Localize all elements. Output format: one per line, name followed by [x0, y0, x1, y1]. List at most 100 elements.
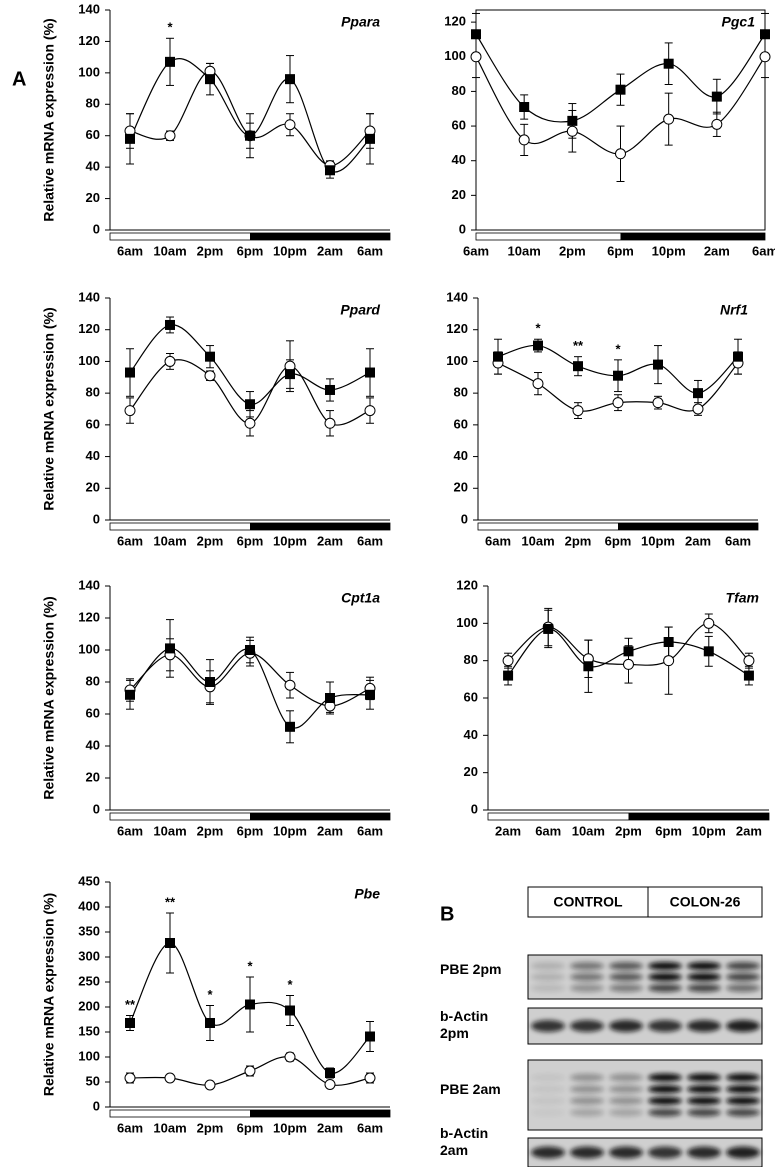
blot-band: [648, 1108, 682, 1117]
blot-band: [609, 962, 643, 970]
blot-row-label: b-Actin 2am: [440, 1125, 489, 1158]
chart-title: Ppara: [341, 14, 380, 30]
marker: [245, 399, 255, 410]
significance: *: [615, 341, 621, 356]
y-tick-label: 100: [444, 48, 466, 63]
x-tick-label: 6pm: [237, 243, 264, 258]
y-tick-label: 60: [454, 416, 468, 431]
x-tick-label: 2am: [495, 823, 521, 838]
marker: [532, 378, 544, 390]
blot-band: [570, 1146, 604, 1159]
marker: [164, 1072, 176, 1084]
x-tick-label: 10pm: [273, 1120, 307, 1135]
marker: [711, 118, 723, 130]
marker: [285, 369, 295, 380]
blot-band: [687, 1096, 721, 1105]
marker: [365, 689, 375, 700]
y-axis-label: Relative mRNA expression (%): [41, 596, 57, 799]
blot-band: [648, 984, 682, 992]
marker: [493, 351, 503, 362]
marker: [324, 1079, 336, 1090]
y-tick-label: 120: [446, 321, 468, 336]
marker: [692, 403, 704, 415]
x-tick-label: 6pm: [237, 533, 264, 548]
marker: [502, 655, 514, 667]
significance: *: [207, 987, 213, 1002]
y-tick-label: 200: [78, 998, 100, 1013]
y-tick-label: 80: [452, 83, 466, 98]
blot-band: [609, 1096, 643, 1105]
blot-band: [531, 1109, 565, 1117]
y-tick-label: 140: [78, 577, 100, 592]
x-tick-label: 10am: [572, 823, 605, 838]
y-axis-label: Relative mRNA expression (%): [41, 893, 57, 1096]
blot-band: [531, 1020, 565, 1032]
chart-title: Ppard: [340, 302, 380, 318]
blot-band: [648, 1073, 682, 1082]
y-tick-label: 50: [86, 1073, 100, 1088]
blot-band: [531, 962, 565, 970]
chart-title: Cpt1a: [341, 590, 380, 606]
dark-phase: [628, 813, 769, 820]
blot-band: [570, 1073, 604, 1082]
marker: [204, 370, 216, 382]
marker: [124, 1072, 136, 1084]
western-blot: [527, 954, 763, 1167]
marker: [164, 130, 176, 142]
y-tick-label: 40: [464, 727, 478, 742]
marker: [205, 351, 215, 362]
y-axis-label: Relative mRNA expression (%): [41, 18, 57, 221]
x-tick-label: 6am: [535, 823, 561, 838]
blot-band: [570, 1096, 604, 1105]
blot-band: [531, 1073, 565, 1082]
marker: [613, 370, 623, 381]
y-tick-label: 0: [93, 221, 100, 236]
blot-band: [687, 1020, 721, 1032]
x-tick-label: 2pm: [197, 1120, 224, 1135]
chart-title: Nrf1: [720, 302, 748, 318]
marker: [205, 74, 215, 85]
x-tick-label: 6pm: [237, 823, 264, 838]
dark-phase: [250, 523, 390, 530]
x-tick-label: 2am: [317, 533, 343, 548]
x-tick-label: 6am: [463, 243, 489, 258]
marker: [567, 115, 578, 126]
marker: [623, 658, 634, 670]
y-tick-label: 450: [78, 873, 100, 888]
marker: [663, 58, 674, 69]
marker: [653, 359, 663, 370]
x-tick-label: 6am: [117, 823, 143, 838]
marker: [471, 29, 481, 40]
marker: [543, 623, 554, 634]
x-tick-label: 6am: [357, 1120, 383, 1135]
panel-label: A: [12, 68, 26, 90]
marker: [285, 74, 295, 85]
y-tick-label: 100: [446, 353, 468, 368]
y-tick-label: 0: [459, 221, 466, 236]
blot-band: [687, 962, 721, 970]
significance: *: [287, 977, 293, 992]
dark-phase: [250, 1110, 390, 1117]
x-tick-label: 2am: [736, 823, 762, 838]
marker: [245, 645, 255, 655]
y-tick-label: 40: [454, 448, 468, 463]
blot-band: [726, 1073, 760, 1082]
marker: [205, 677, 215, 687]
marker: [652, 397, 664, 409]
blot-band: [531, 1096, 565, 1105]
x-tick-label: 2pm: [559, 243, 586, 258]
marker: [325, 1068, 335, 1078]
x-tick-label: 2pm: [615, 823, 642, 838]
marker: [284, 119, 296, 131]
marker: [365, 367, 375, 378]
marker: [125, 1018, 135, 1028]
x-tick-label: 6am: [357, 533, 383, 548]
marker: [663, 113, 675, 125]
group-header-box: [527, 886, 763, 918]
marker: [165, 643, 175, 654]
marker: [324, 417, 336, 429]
dark-phase: [250, 813, 390, 820]
blot-band: [687, 1073, 721, 1082]
marker: [165, 56, 175, 67]
marker: [470, 51, 482, 63]
